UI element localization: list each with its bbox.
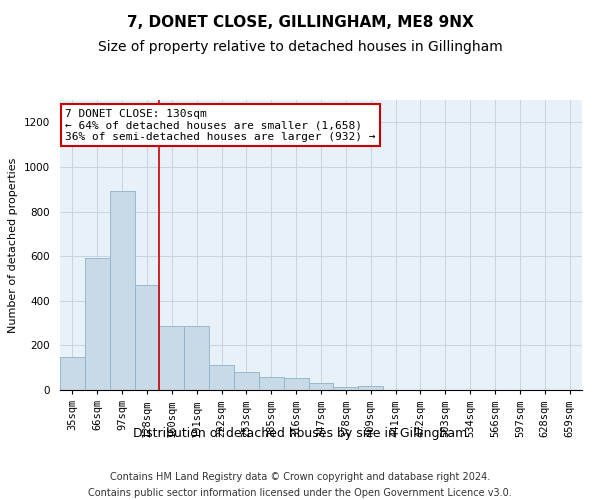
- Bar: [184, 326, 209, 390]
- Text: Size of property relative to detached houses in Gillingham: Size of property relative to detached ho…: [98, 40, 502, 54]
- Bar: [110, 192, 134, 390]
- Bar: [308, 384, 334, 390]
- Bar: [85, 258, 110, 390]
- Y-axis label: Number of detached properties: Number of detached properties: [8, 158, 19, 332]
- Text: Contains public sector information licensed under the Open Government Licence v3: Contains public sector information licen…: [88, 488, 512, 498]
- Bar: [259, 376, 284, 390]
- Text: 7 DONET CLOSE: 130sqm
← 64% of detached houses are smaller (1,658)
36% of semi-d: 7 DONET CLOSE: 130sqm ← 64% of detached …: [65, 108, 376, 142]
- Bar: [334, 386, 358, 390]
- Text: Contains HM Land Registry data © Crown copyright and database right 2024.: Contains HM Land Registry data © Crown c…: [110, 472, 490, 482]
- Text: Distribution of detached houses by size in Gillingham: Distribution of detached houses by size …: [133, 428, 467, 440]
- Bar: [234, 372, 259, 390]
- Bar: [60, 356, 85, 390]
- Bar: [134, 285, 160, 390]
- Bar: [284, 378, 308, 390]
- Bar: [160, 326, 184, 390]
- Text: 7, DONET CLOSE, GILLINGHAM, ME8 9NX: 7, DONET CLOSE, GILLINGHAM, ME8 9NX: [127, 15, 473, 30]
- Bar: [209, 366, 234, 390]
- Bar: [358, 386, 383, 390]
